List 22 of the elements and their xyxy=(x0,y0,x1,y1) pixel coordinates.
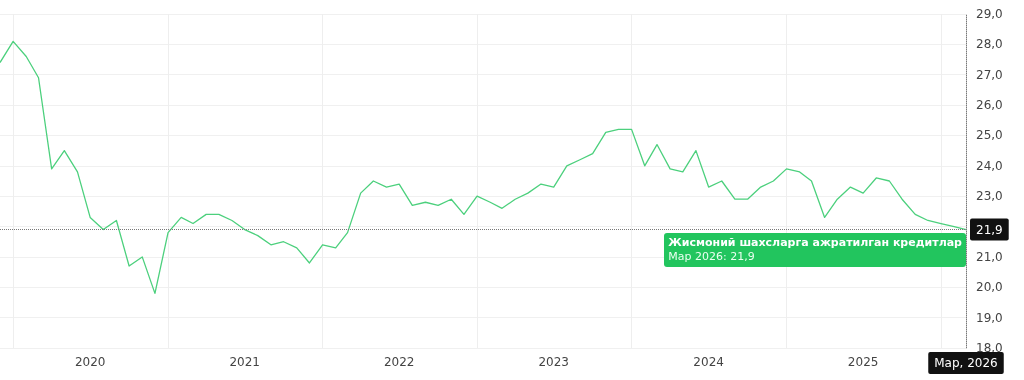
series-label: Жисмоний шахсларга ажратилган кредитлар xyxy=(668,235,962,250)
ref-line-label: Мар, 2026 xyxy=(934,356,998,370)
x-tick-label: 2023 xyxy=(538,355,569,369)
ref-line-label: 21,9 xyxy=(976,222,1003,237)
y-tick-label: 27,0 xyxy=(976,67,1003,82)
y-tick-label: 25,0 xyxy=(976,128,1003,143)
y-tick-label: 26,0 xyxy=(976,98,1003,113)
x-tick-label: 2021 xyxy=(229,355,260,369)
x-tick-label: 2020 xyxy=(74,355,106,369)
y-tick-label: 28,0 xyxy=(976,37,1003,52)
annotation: Мар 2026: 21,9 xyxy=(668,249,756,264)
y-tick-label: 24,0 xyxy=(976,158,1003,173)
y-tick-label: 20,0 xyxy=(976,280,1003,295)
y-tick-label: 19,0 xyxy=(976,310,1003,325)
x-tick-label: 2025 xyxy=(847,355,879,369)
x-tick-label: 2024 xyxy=(693,355,724,369)
y-tick-label: 18,0 xyxy=(976,341,1003,355)
y-tick-label: 21,0 xyxy=(976,249,1003,264)
x-tick-label: 2022 xyxy=(383,355,415,369)
y-tick-label: 23,0 xyxy=(976,189,1003,204)
line-series xyxy=(0,40,967,294)
y-tick-label: 29,0 xyxy=(976,7,1003,21)
